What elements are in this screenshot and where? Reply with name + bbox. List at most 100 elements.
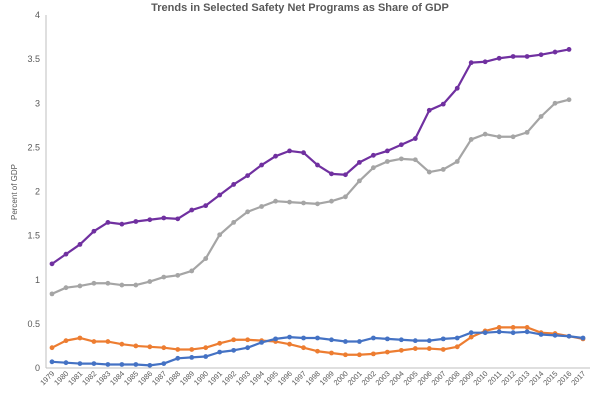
- data-point: [63, 251, 69, 257]
- series-1: [49, 97, 572, 297]
- data-point: [552, 332, 558, 338]
- data-point: [105, 219, 111, 225]
- data-point: [426, 338, 432, 344]
- data-point: [287, 341, 292, 347]
- data-point: [329, 198, 334, 204]
- data-point: [217, 192, 223, 198]
- data-point: [161, 345, 167, 351]
- data-point: [315, 348, 320, 354]
- data-point: [412, 157, 418, 163]
- data-point: [273, 336, 278, 342]
- data-point: [217, 232, 223, 238]
- data-point: [370, 335, 376, 341]
- data-point: [161, 274, 167, 280]
- data-point: [370, 351, 376, 357]
- data-point: [161, 215, 167, 221]
- data-point: [189, 268, 195, 274]
- data-point: [482, 59, 488, 65]
- data-point: [217, 349, 223, 355]
- data-point: [315, 162, 320, 168]
- data-point: [91, 228, 97, 234]
- data-point: [147, 217, 153, 223]
- data-point: [245, 337, 251, 343]
- data-point: [287, 148, 292, 154]
- data-point: [147, 362, 153, 368]
- x-tick-label: 2017: [569, 369, 587, 387]
- data-point: [133, 282, 139, 288]
- data-point: [496, 329, 502, 335]
- data-point: [147, 344, 153, 350]
- data-point: [77, 335, 83, 341]
- data-point: [524, 329, 530, 335]
- y-tick-label: 1: [35, 275, 40, 285]
- data-point: [343, 194, 348, 200]
- data-point: [384, 349, 390, 355]
- data-point: [147, 279, 153, 284]
- data-point: [175, 347, 181, 352]
- data-point: [273, 198, 278, 204]
- data-point: [245, 209, 251, 215]
- data-point: [133, 343, 139, 349]
- data-point: [384, 148, 390, 154]
- data-point: [231, 182, 237, 187]
- y-axis-label: Percent of GDP: [10, 164, 19, 220]
- data-point: [119, 282, 125, 288]
- data-point: [370, 165, 376, 171]
- data-point: [454, 159, 460, 164]
- data-point: [203, 354, 209, 359]
- data-point: [91, 280, 97, 286]
- data-point: [343, 352, 348, 358]
- data-point: [259, 204, 265, 209]
- data-point: [315, 201, 320, 207]
- data-point: [343, 172, 348, 178]
- data-point: [412, 346, 418, 351]
- y-tick-label: 0.5: [27, 319, 40, 329]
- data-point: [524, 129, 530, 135]
- data-point: [357, 178, 362, 184]
- y-tick-label: 0: [35, 363, 40, 373]
- data-point: [510, 330, 516, 336]
- data-point: [49, 345, 55, 351]
- data-point: [398, 156, 404, 162]
- series-2: [49, 325, 586, 358]
- data-point: [510, 325, 516, 330]
- data-point: [468, 334, 474, 340]
- data-point: [273, 153, 278, 159]
- data-point: [133, 219, 139, 224]
- data-point: [245, 345, 251, 351]
- data-point: [301, 200, 306, 206]
- series-line: [51, 98, 570, 295]
- data-point: [259, 162, 265, 168]
- data-point: [440, 347, 446, 352]
- data-point: [580, 335, 586, 341]
- data-point: [329, 171, 334, 177]
- data-point: [77, 361, 83, 366]
- data-point: [301, 345, 306, 351]
- data-point: [440, 101, 446, 107]
- data-point: [189, 355, 195, 360]
- data-point: [231, 337, 237, 343]
- data-point: [538, 114, 544, 119]
- data-point: [203, 203, 209, 209]
- data-point: [398, 337, 404, 343]
- data-point: [49, 359, 55, 365]
- data-point: [231, 219, 237, 225]
- data-point: [454, 85, 460, 91]
- data-point: [329, 350, 334, 356]
- y-tick-label: 3: [35, 98, 40, 108]
- data-point: [357, 339, 362, 344]
- data-point: [77, 283, 83, 289]
- data-point: [189, 347, 195, 352]
- data-point: [496, 325, 502, 330]
- data-point: [301, 150, 306, 156]
- data-point: [133, 362, 139, 367]
- data-point: [566, 97, 572, 103]
- data-point: [49, 261, 55, 267]
- data-point: [426, 169, 432, 175]
- series-line: [51, 48, 570, 265]
- y-tick-label: 3.5: [27, 54, 40, 64]
- data-point: [510, 134, 516, 140]
- data-point: [315, 335, 320, 341]
- data-point: [552, 49, 558, 55]
